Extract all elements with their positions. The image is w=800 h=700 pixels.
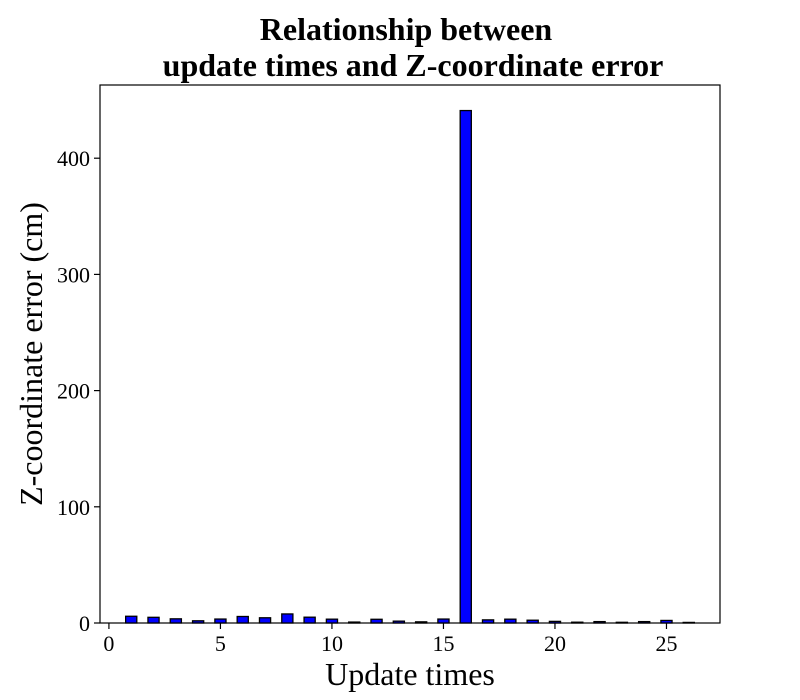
y-axis-ticks: 0 100 200 300 400 (57, 146, 100, 636)
bar-update-1 (125, 615, 138, 624)
bar-update-12 (370, 618, 383, 624)
plot-frame (99, 84, 721, 624)
bar-update-24 (637, 620, 651, 624)
x-tick-label: 20 (544, 631, 566, 656)
bar-update-20 (548, 620, 562, 624)
bar-update-6 (236, 615, 249, 624)
x-tick-label: 5 (215, 631, 226, 656)
bar-update-25 (660, 619, 673, 624)
x-axis-label: Update times (325, 656, 495, 692)
bar-update-8 (281, 613, 294, 624)
y-tick-label: 100 (57, 495, 90, 520)
bar-update-11 (348, 621, 361, 624)
bar-update-16 (459, 109, 472, 624)
bar-update-10 (325, 618, 339, 624)
y-axis-label: Z-coordinate error (cm) (13, 202, 49, 506)
x-tick-label: 10 (321, 631, 343, 656)
y-tick-label: 0 (79, 611, 90, 636)
bar-update-14 (414, 621, 428, 624)
y-tick-label: 200 (57, 379, 90, 404)
y-tick-label: 400 (57, 146, 90, 171)
bar-update-7 (258, 617, 272, 624)
bar-group (125, 109, 696, 624)
bar-update-5 (214, 618, 227, 624)
bar-update-9 (303, 616, 316, 624)
x-axis-ticks: 0 5 10 15 20 25 (103, 623, 677, 656)
bar-update-23 (615, 621, 629, 624)
bar-update-22 (593, 620, 606, 624)
bar-update-4 (191, 620, 205, 624)
bar-update-18 (504, 618, 517, 624)
plot-area: 0 5 10 15 20 25 0 100 200 300 400 (57, 84, 721, 656)
bar-update-17 (481, 619, 495, 624)
x-tick-label: 25 (655, 631, 677, 656)
bar-update-19 (526, 619, 539, 624)
x-tick-label: 0 (103, 631, 114, 656)
bar-update-2 (147, 616, 160, 624)
chart-title-line-1: Relationship between (260, 11, 553, 47)
bar-update-26 (682, 621, 696, 624)
bar-update-3 (169, 618, 183, 624)
bar-update-15 (437, 618, 450, 624)
y-tick-label: 300 (57, 262, 90, 287)
bar-update-13 (392, 620, 406, 624)
x-tick-label: 15 (432, 631, 454, 656)
chart-title-line-2: update times and Z-coordinate error (163, 47, 664, 83)
bar-update-21 (571, 621, 584, 624)
